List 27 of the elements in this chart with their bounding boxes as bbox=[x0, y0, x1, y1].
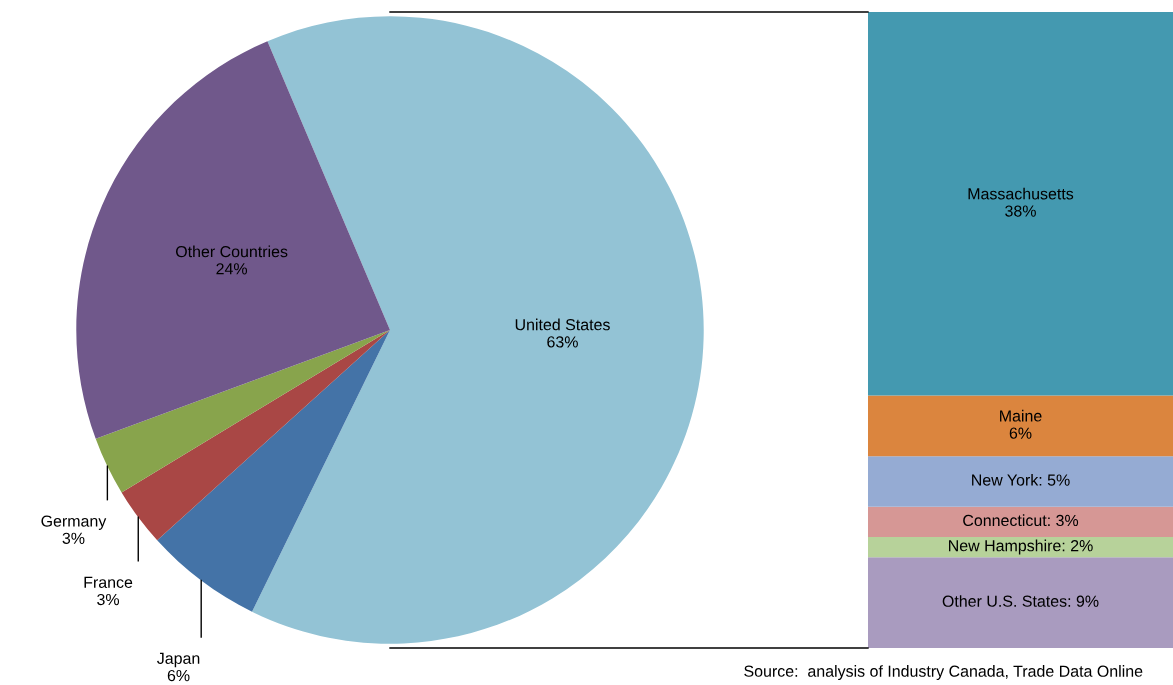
data-label: 3% bbox=[97, 593, 120, 606]
data-label: Connecticut: 3% bbox=[963, 514, 1079, 527]
data-label: New Hampshire: 2% bbox=[949, 539, 1093, 555]
pie-slice bbox=[76, 41, 390, 439]
bar bbox=[868, 506, 1173, 537]
pie-slice bbox=[95, 330, 390, 493]
slice-label: France bbox=[84, 576, 133, 588]
data-label: Other U.S. States: 9% bbox=[942, 595, 1099, 607]
slice-label: Other Countries bbox=[175, 245, 288, 258]
data-label: New York: 5% bbox=[972, 473, 1070, 486]
bar bbox=[868, 536, 1173, 558]
data-label: Massachusetts 38% bbox=[968, 187, 1074, 217]
data-label: 6% bbox=[167, 669, 190, 682]
slice-label: Japan bbox=[157, 652, 200, 668]
slice-label: United States bbox=[515, 318, 610, 331]
data-label: 24% bbox=[216, 263, 248, 275]
data-label: Maine 6% bbox=[1000, 409, 1042, 439]
bar bbox=[868, 456, 1173, 507]
bar bbox=[868, 12, 1173, 396]
data-label: 63% bbox=[547, 336, 578, 348]
slice-label: Germany bbox=[41, 515, 107, 530]
pie-slice bbox=[157, 330, 390, 612]
source-note: Source: analysis of Industry Canada, Trade Data Online bbox=[744, 665, 1143, 680]
data-label: 3% bbox=[62, 532, 85, 544]
bar bbox=[868, 557, 1173, 648]
pie-slice bbox=[121, 330, 390, 541]
bar bbox=[868, 395, 1173, 457]
